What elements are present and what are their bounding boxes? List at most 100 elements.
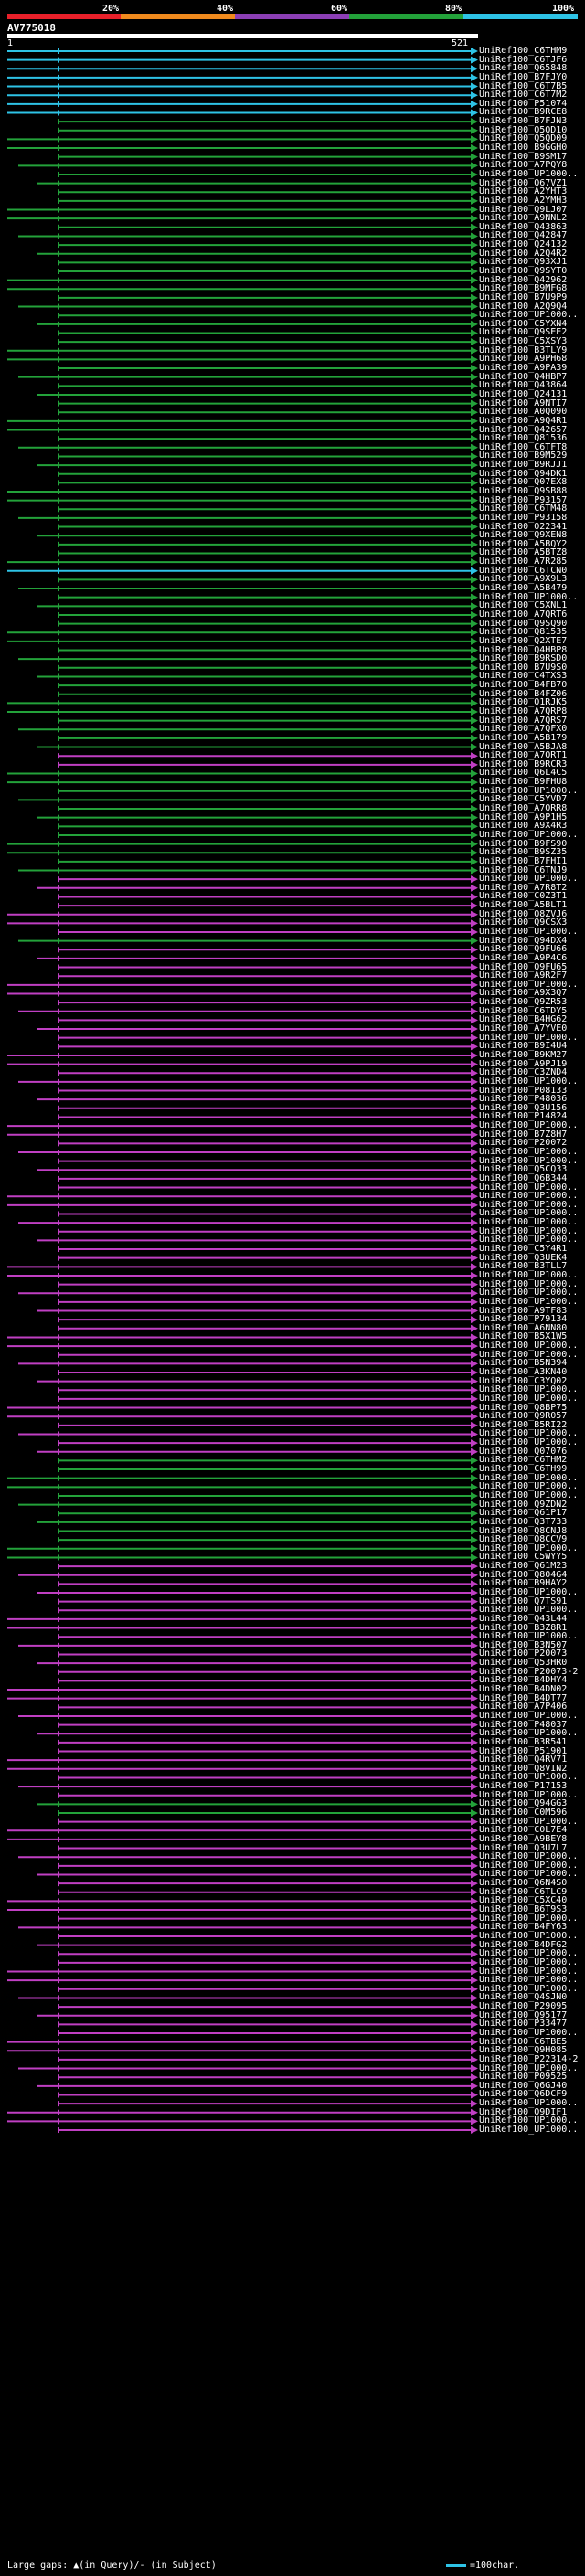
hit-label[interactable]: UniRef100_Q95177 <box>479 2009 568 2020</box>
hit-label[interactable]: UniRef100_UP1000.. <box>479 1789 579 1800</box>
hit-label[interactable]: UniRef100_C5YXN4 <box>479 318 568 329</box>
hit-label[interactable]: UniRef100_B7FHI1 <box>479 855 568 866</box>
hit-label[interactable]: UniRef100_UP1000.. <box>479 168 579 179</box>
hit-label[interactable]: UniRef100_C6TFT8 <box>479 441 568 452</box>
hit-label[interactable]: UniRef100_Q53HR0 <box>479 1658 568 1669</box>
hit-label[interactable]: UniRef100_B4DHY4 <box>479 1675 568 1686</box>
hit-label[interactable]: UniRef100_Q4RV71 <box>479 1754 568 1765</box>
hit-label[interactable]: UniRef100_C6TM48 <box>479 504 568 514</box>
hit-label[interactable]: UniRef100_UP1000.. <box>479 1489 579 1500</box>
hit-label[interactable]: UniRef100_Q6GJ40 <box>479 2080 568 2091</box>
hit-label[interactable]: UniRef100_Q804G4 <box>479 1569 568 1580</box>
hit-label[interactable]: UniRef100_UP1000.. <box>479 1851 579 1862</box>
hit-label[interactable]: UniRef100_C5XSY3 <box>479 336 568 347</box>
hit-label[interactable]: UniRef100_A7R285 <box>479 557 568 567</box>
hit-label[interactable]: UniRef100_A7QRT1 <box>479 750 568 761</box>
hit-label[interactable]: UniRef100_C6TDY5 <box>479 1005 568 1016</box>
hit-label[interactable]: UniRef100_Q6DCF9 <box>479 2089 568 2100</box>
hit-label[interactable]: UniRef100_A7QRR8 <box>479 803 568 814</box>
hit-label[interactable]: UniRef100_A0Q090 <box>479 407 568 418</box>
hit-label[interactable]: UniRef100_UP1000.. <box>479 829 579 840</box>
hit-label[interactable]: UniRef100_UP1000.. <box>479 1437 579 1448</box>
hit-label[interactable]: UniRef100_UP1000.. <box>479 1393 579 1404</box>
hit-label[interactable]: UniRef100_C6THM2 <box>479 1455 568 1466</box>
hit-label[interactable]: UniRef100_Q43L44 <box>479 1613 568 1624</box>
hit-label[interactable]: UniRef100_Q3U156 <box>479 1102 568 1113</box>
hit-label[interactable]: UniRef100_UP1000.. <box>479 1948 579 1959</box>
hit-label[interactable]: UniRef100_Q9SEE2 <box>479 327 568 338</box>
hit-label[interactable]: UniRef100_Q9DIF1 <box>479 2106 568 2117</box>
hit-label[interactable]: UniRef100_C4TXS3 <box>479 671 568 682</box>
hit-label[interactable]: UniRef100_A7P406 <box>479 1701 568 1712</box>
hit-label[interactable]: UniRef100_P29095 <box>479 2001 568 2012</box>
hit-label[interactable]: UniRef100_Q8ZVJ6 <box>479 908 568 919</box>
hit-label[interactable]: UniRef100_P33477 <box>479 2019 568 2030</box>
hit-label[interactable]: UniRef100_UP1000.. <box>479 1587 579 1597</box>
hit-label[interactable]: UniRef100_UP1000.. <box>479 1288 579 1299</box>
hit-label[interactable]: UniRef100_Q5QD10 <box>479 124 568 135</box>
hit-label[interactable]: UniRef100_A5BJA8 <box>479 741 568 752</box>
hit-label[interactable]: UniRef100_A6NN80 <box>479 1322 568 1333</box>
hit-label[interactable]: UniRef100_UP1000.. <box>479 1869 579 1880</box>
hit-label[interactable]: UniRef100_Q6N4S0 <box>479 1878 568 1889</box>
hit-label[interactable]: UniRef100_A5BTZ8 <box>479 547 568 558</box>
hit-label[interactable]: UniRef100_Q8CCV9 <box>479 1534 568 1545</box>
hit-label[interactable]: UniRef100_UP1000.. <box>479 1191 579 1202</box>
hit-label[interactable]: UniRef100_C6TJF6 <box>479 54 568 65</box>
hit-label[interactable]: UniRef100_B9HAY2 <box>479 1578 568 1589</box>
hit-label[interactable]: UniRef100_UP1000.. <box>479 591 579 602</box>
hit-label[interactable]: UniRef100_UP1000.. <box>479 2098 579 2109</box>
hit-label[interactable]: UniRef100_UP1000.. <box>479 1472 579 1483</box>
hit-label[interactable]: UniRef100_A9X9L3 <box>479 574 568 585</box>
hit-label[interactable]: UniRef100_UP1000.. <box>479 1147 579 1157</box>
hit-label[interactable]: UniRef100_UP1000.. <box>479 1913 579 1924</box>
hit-label[interactable]: UniRef100_B3TLL7 <box>479 1261 568 1272</box>
hit-label[interactable]: UniRef100_A9P1H5 <box>479 811 568 822</box>
hit-label[interactable]: UniRef100_Q5CQ33 <box>479 1164 568 1175</box>
hit-label[interactable]: UniRef100_Q42847 <box>479 230 568 241</box>
hit-label[interactable]: UniRef100_UP1000.. <box>479 2062 579 2073</box>
hit-label[interactable]: UniRef100_UP1000.. <box>479 1631 579 1642</box>
hit-label[interactable]: UniRef100_UP1000.. <box>479 785 579 796</box>
hit-label[interactable]: UniRef100_P20073 <box>479 1648 568 1659</box>
hit-label[interactable]: UniRef100_Q8VIN2 <box>479 1763 568 1774</box>
hit-label[interactable]: UniRef100_UP1000.. <box>479 1542 579 1553</box>
hit-label[interactable]: UniRef100_A2YMH3 <box>479 195 568 206</box>
hit-label[interactable]: UniRef100_UP1000.. <box>479 1208 579 1219</box>
hit-label[interactable]: UniRef100_Q94DX4 <box>479 935 568 946</box>
hit-label[interactable]: UniRef100_UP1000.. <box>479 1182 579 1193</box>
hit-label[interactable]: UniRef100_B7U9P9 <box>479 292 568 302</box>
hit-label[interactable]: UniRef100_C5WYY5 <box>479 1552 568 1563</box>
hit-label[interactable]: UniRef100_B5N394 <box>479 1358 568 1369</box>
hit-label[interactable]: UniRef100_B9RCR3 <box>479 758 568 769</box>
hit-label[interactable]: UniRef100_B9RSD0 <box>479 653 568 664</box>
hit-label[interactable]: UniRef100_UP1000.. <box>479 1605 579 1616</box>
hit-label[interactable]: UniRef100_Q81535 <box>479 627 568 638</box>
hit-label[interactable]: UniRef100_B9FHU8 <box>479 777 568 788</box>
hit-label[interactable]: UniRef100_B5X1W5 <box>479 1331 568 1342</box>
hit-label[interactable]: UniRef100_B4DT77 <box>479 1692 568 1703</box>
hit-label[interactable]: UniRef100_Q24132 <box>479 239 568 250</box>
hit-label[interactable]: UniRef100_C6T7M2 <box>479 90 568 101</box>
hit-label[interactable]: UniRef100_C0L7E4 <box>479 1825 568 1836</box>
hit-label[interactable]: UniRef100_O22341 <box>479 521 568 532</box>
hit-label[interactable]: UniRef100_B9I4U4 <box>479 1041 568 1052</box>
hit-label[interactable]: UniRef100_UP1000.. <box>479 1349 579 1360</box>
hit-label[interactable]: UniRef100_UP1000.. <box>479 1296 579 1307</box>
hit-label[interactable]: UniRef100_UP1000.. <box>479 1710 579 1721</box>
hit-label[interactable]: UniRef100_A3KN40 <box>479 1367 568 1377</box>
hit-label[interactable]: UniRef100_C0Z3T1 <box>479 891 568 902</box>
hit-label[interactable]: UniRef100_B3R541 <box>479 1736 568 1747</box>
hit-label[interactable]: UniRef100_B5RI22 <box>479 1419 568 1430</box>
hit-label[interactable]: UniRef100_A7PQY8 <box>479 160 568 171</box>
hit-label[interactable]: UniRef100_Q9ZR53 <box>479 997 568 1008</box>
hit-label[interactable]: UniRef100_Q9H085 <box>479 2045 568 2056</box>
hit-label[interactable]: UniRef100_Q42962 <box>479 274 568 285</box>
hit-label[interactable]: UniRef100_B9M529 <box>479 451 568 461</box>
hit-label[interactable]: UniRef100_B9MFG8 <box>479 283 568 294</box>
hit-label[interactable]: UniRef100_UP1000.. <box>479 1728 579 1739</box>
hit-label[interactable]: UniRef100_UP1000.. <box>479 1975 579 1986</box>
hit-label[interactable]: UniRef100_C3ZND4 <box>479 1067 568 1078</box>
hit-label[interactable]: UniRef100_UP1000.. <box>479 1225 579 1236</box>
hit-label[interactable]: UniRef100_C6T7B5 <box>479 80 568 91</box>
